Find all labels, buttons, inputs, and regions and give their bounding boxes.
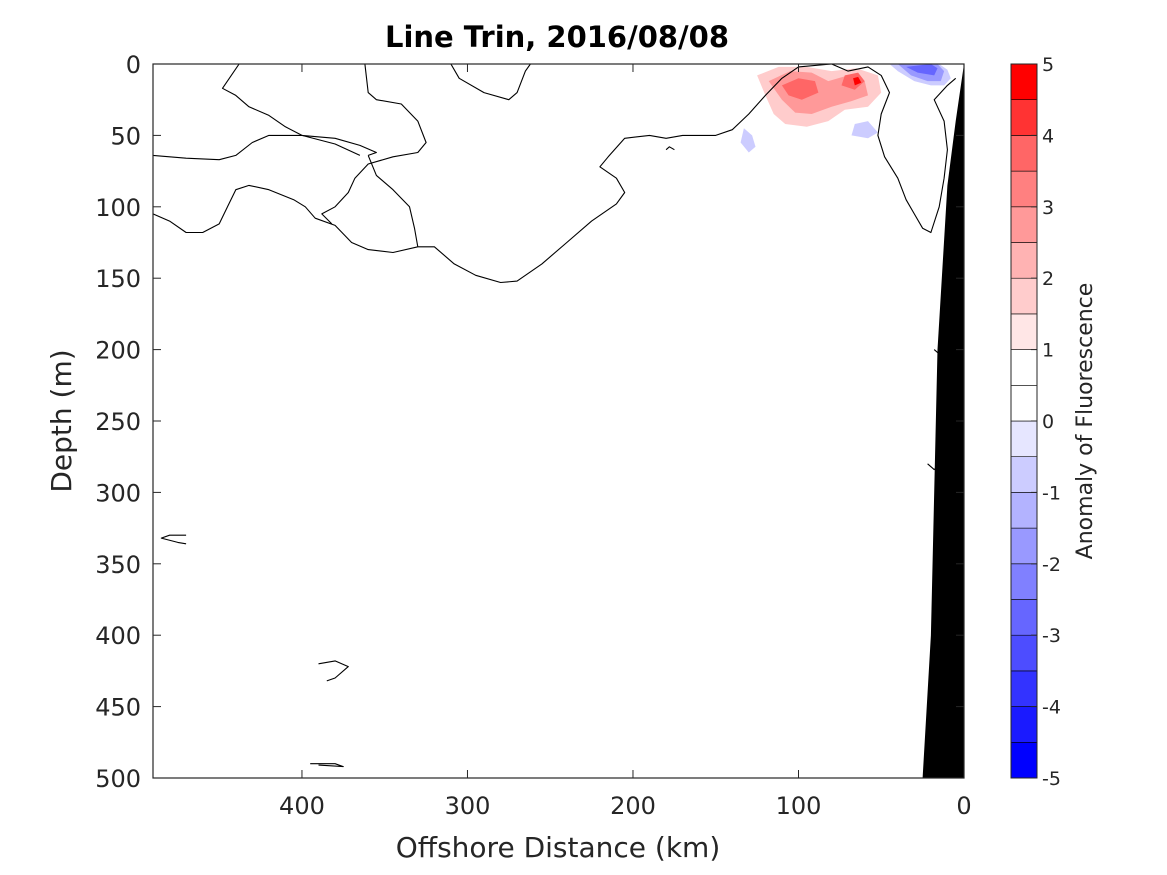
contour-line-9: [318, 660, 349, 682]
colorbar-tick-label: 1: [1042, 340, 1054, 362]
y-tick-label: 450: [95, 694, 141, 722]
filled-region-8: [906, 64, 938, 76]
y-tick-label: 150: [95, 265, 141, 293]
filled-regions-layer: [740, 64, 951, 153]
contour-line-6: [450, 64, 531, 101]
colorbar-swatch-0: [1010, 741, 1038, 779]
y-tick-label: 400: [95, 622, 141, 650]
contour-line-11: [665, 146, 675, 151]
y-ticks: 0 50 100 150 200 250 300 350 400 450 500: [95, 51, 964, 793]
colorbar-ticks: -5 -4 -3 -2 -1 0 1 2 3 4 5: [1031, 54, 1061, 790]
y-tick-label: 0: [126, 51, 141, 79]
y-tick-label: 250: [95, 408, 141, 436]
x-ticks: 400 300 200 100 0: [279, 64, 972, 820]
colorbar-swatch-13: [1010, 277, 1038, 315]
plot-area: 400 300 200 100 0 0 50 100 150 200 250 300 350 400 45…: [95, 51, 971, 820]
y-tick-label: 500: [95, 765, 141, 793]
colorbar-tick-label: 3: [1042, 197, 1054, 219]
colorbar-tick-label: 4: [1042, 125, 1054, 147]
colorbar-swatch-16: [1010, 170, 1038, 208]
y-tick-label: 300: [95, 479, 141, 507]
colorbar-tick-label: -3: [1042, 625, 1061, 647]
bathymetry-shelf: [922, 64, 964, 778]
colorbar-label: Anomaly of Fluorescence: [1073, 283, 1098, 560]
colorbar-tick-label: 0: [1042, 411, 1054, 433]
colorbar-swatches: [1010, 63, 1038, 779]
colorbar-tick-label: 2: [1042, 268, 1054, 290]
y-axis-label: Depth (m): [45, 349, 78, 492]
x-axis-label: Offshore Distance (km): [396, 831, 721, 864]
filled-region-11: [917, 114, 938, 129]
x-tick-label: 300: [445, 792, 491, 820]
x-tick-label: 100: [776, 792, 822, 820]
y-tick-label: 100: [95, 194, 141, 222]
colorbar-swatch-9: [1010, 420, 1038, 458]
colorbar-swatch-6: [1010, 527, 1038, 565]
colorbar-swatch-8: [1010, 456, 1038, 493]
colorbar-swatch-2: [1010, 670, 1038, 707]
filled-region-3: [781, 78, 819, 100]
colorbar-tick-label: -4: [1042, 697, 1061, 719]
colorbar-swatch-18: [1010, 99, 1038, 136]
colorbar-swatch-1: [1010, 706, 1038, 743]
contour-line-2: [153, 184, 418, 254]
contour-line-4: [367, 155, 419, 247]
contour-line-3: [417, 64, 832, 284]
colorbar-swatch-11: [1010, 349, 1038, 386]
filled-region-4: [841, 72, 865, 90]
x-tick-label: 200: [610, 792, 656, 820]
colorbar-swatch-19: [1010, 63, 1038, 101]
colorbar-tick-label: -5: [1042, 768, 1061, 790]
y-tick-label: 350: [95, 551, 141, 579]
colorbar-swatch-4: [1010, 599, 1038, 636]
y-tick-label: 50: [110, 122, 141, 150]
colorbar-swatch-15: [1010, 206, 1038, 243]
filled-region-12: [901, 92, 915, 107]
contour-line-10: [310, 763, 344, 768]
colorbar-swatch-12: [1010, 313, 1038, 350]
colorbar-swatch-14: [1010, 242, 1038, 279]
filled-region-10: [851, 121, 878, 139]
colorbar-swatch-7: [1010, 492, 1038, 529]
chart-title: Line Trin, 2016/08/08: [385, 20, 729, 54]
colorbar: -5 -4 -3 -2 -1 0 1 2 3 4 5: [1010, 54, 1061, 790]
contour-line-7: [831, 64, 957, 234]
contour-line-1: [221, 64, 361, 156]
filled-region-9: [740, 128, 756, 153]
contour-line-8: [160, 534, 187, 545]
colorbar-tick-label: 5: [1042, 54, 1054, 76]
x-tick-label: 0: [956, 792, 971, 820]
colorbar-swatch-5: [1010, 563, 1038, 600]
contour-line-0: [153, 134, 377, 161]
bathymetry-layer: [922, 64, 964, 778]
colorbar-swatch-17: [1010, 135, 1038, 172]
colorbar-swatch-10: [1010, 384, 1038, 422]
contour-line-5: [321, 64, 427, 225]
x-tick-label: 400: [279, 792, 325, 820]
plot-background: [153, 64, 964, 778]
y-tick-label: 200: [95, 337, 141, 365]
colorbar-tick-label: -1: [1042, 482, 1061, 504]
colorbar-tick-label: -2: [1042, 554, 1061, 576]
filled-region-5: [853, 76, 862, 86]
colorbar-swatch-3: [1010, 634, 1038, 672]
contour-lines-layer: [153, 64, 957, 768]
